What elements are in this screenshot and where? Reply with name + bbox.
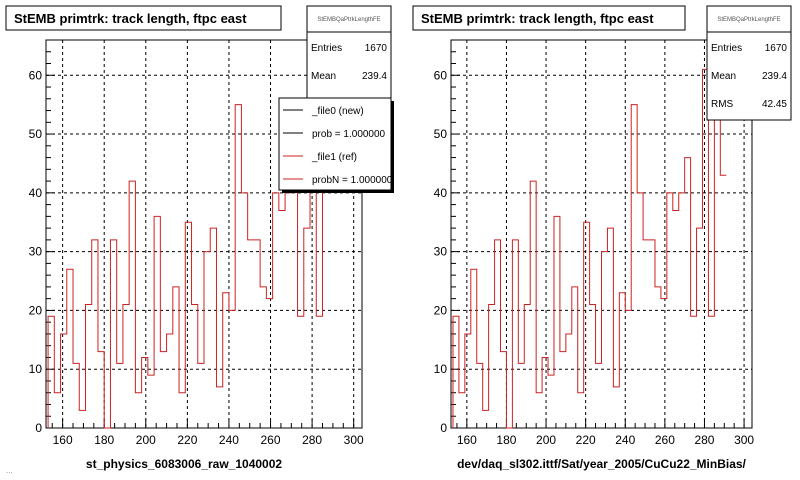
x-tick-label: 220: [576, 433, 596, 447]
stats-value-mean: 239.4: [762, 71, 787, 82]
x-tick-label: 200: [536, 433, 556, 447]
stats-label-entries: Entries: [711, 43, 742, 54]
stats-box: [706, 5, 792, 121]
y-tick-label: 40: [29, 186, 43, 200]
legend-entry: probN = 1.000000: [312, 175, 393, 186]
legend-entry: prob = 1.000000: [312, 129, 386, 140]
y-tick-label: 20: [434, 303, 448, 317]
y-tick-label: 20: [29, 303, 43, 317]
y-tick-label: 30: [434, 245, 448, 259]
stats-header: StEMBQaPtrkLengthFE: [317, 17, 380, 23]
x-tick-label: 260: [261, 433, 281, 447]
y-tick-label: 60: [434, 68, 448, 82]
stats-value-entries: 1670: [365, 43, 388, 54]
stats-value-entries: 1670: [765, 43, 788, 54]
legend-entry: _file0 (new): [311, 106, 364, 117]
x-axis-label: dev/daq_sl302.ittf/Sat/year_2005/CuCu22_…: [457, 457, 746, 471]
x-tick-label: 280: [694, 433, 714, 447]
stats-value-rms: 42.45: [762, 99, 787, 110]
title-box: [412, 5, 686, 31]
chart-title: StEMB primtrk: track length, ftpc east: [421, 11, 654, 26]
y-tick-label: 10: [434, 362, 448, 376]
x-axis-label: st_physics_6083006_raw_1040002: [86, 457, 282, 471]
y-tick-label: 40: [434, 186, 448, 200]
chart-panel-2: 160 180 200 220 240 260 280 300 0 10 20 30 40 50 60 dev…: [412, 5, 792, 471]
y-tick-label: 10: [29, 362, 43, 376]
legend-box: [278, 97, 392, 191]
y-tick-label: 0: [440, 421, 447, 435]
x-tick-label: 160: [457, 433, 477, 447]
y-tick-label: 50: [29, 127, 43, 141]
histogram-series-1: [452, 57, 727, 429]
chart-panel-1: 160 180 200 220 240 260 280 300 0 10 20 30 40 50 60 st_…: [5, 5, 394, 471]
y-tick-label: 50: [434, 127, 448, 141]
x-tick-label: 160: [53, 433, 73, 447]
y-tick-label: 0: [35, 421, 42, 435]
x-tick-label: 260: [655, 433, 675, 447]
x-tick-label: 240: [615, 433, 635, 447]
x-tick-label: 300: [344, 433, 364, 447]
stats-label-entries: Entries: [311, 43, 342, 54]
y-tick-label: 30: [29, 245, 43, 259]
stats-label-mean: Mean: [711, 71, 736, 82]
chart-title: StEMB primtrk: track length, ftpc east: [14, 11, 247, 26]
x-tick-label: 200: [136, 433, 156, 447]
histogram-series-1: [47, 57, 329, 429]
x-tick-label: 180: [496, 433, 516, 447]
x-tick-label: 280: [302, 433, 322, 447]
footer-note: ...: [6, 466, 13, 475]
stats-box: [306, 5, 392, 101]
legend-entry: _file1 (ref): [311, 152, 357, 163]
x-tick-label: 300: [734, 433, 754, 447]
x-tick-label: 240: [219, 433, 239, 447]
title-box: [5, 5, 282, 31]
stats-value-mean: 239.4: [362, 71, 387, 82]
stats-label-mean: Mean: [311, 71, 336, 82]
stats-header: StEMBQaPtrkLengthFE: [717, 17, 780, 23]
x-tick-label: 220: [177, 433, 197, 447]
y-tick-label: 60: [29, 68, 43, 82]
x-tick-label: 180: [94, 433, 114, 447]
stats-label-rms: RMS: [711, 99, 734, 110]
